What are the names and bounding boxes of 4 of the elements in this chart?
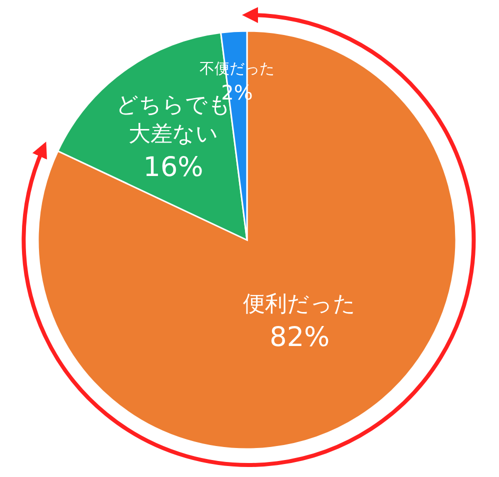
data-label: 16% <box>143 152 204 184</box>
data-label: 82% <box>270 322 330 353</box>
pie-slice <box>38 30 457 450</box>
slice-label: 便利だった <box>243 292 356 317</box>
